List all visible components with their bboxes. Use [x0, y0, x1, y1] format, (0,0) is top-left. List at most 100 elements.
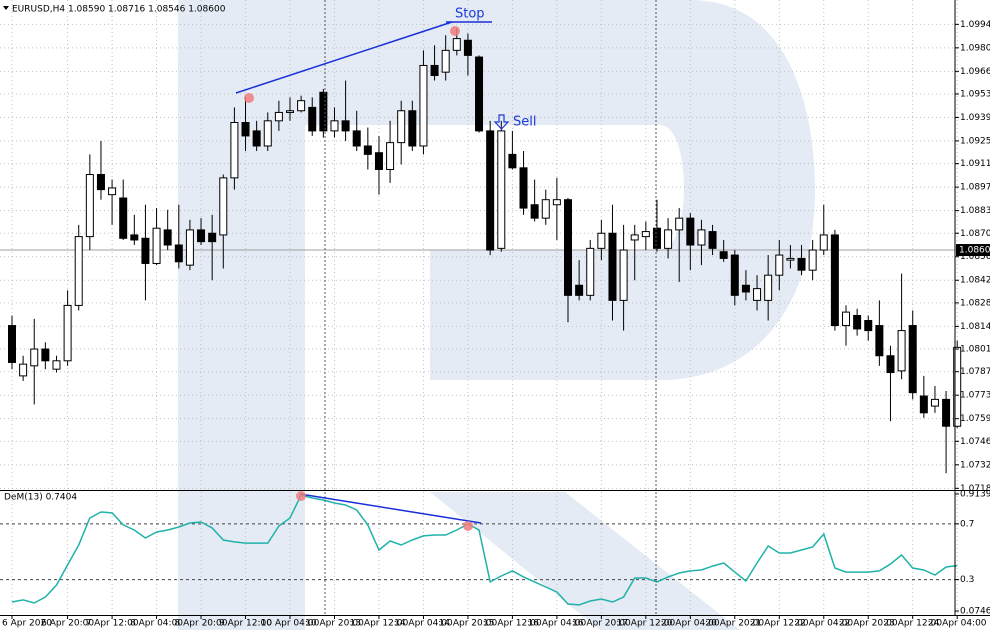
candle-body — [664, 229, 673, 249]
y-tick-label: 1.08835 — [960, 206, 990, 216]
candle-body — [163, 229, 172, 246]
candle-body — [341, 120, 350, 132]
candle-body — [586, 247, 595, 296]
x-tick-label: 20 Apr 04:00 — [661, 619, 720, 629]
candle-body — [185, 229, 194, 266]
x-tick-label: 9 Apr 12:00 — [219, 619, 272, 629]
candle-body — [363, 145, 372, 155]
y-tick-label: 1.08010 — [960, 345, 990, 355]
signal-dot — [450, 26, 460, 36]
candle-body — [875, 325, 884, 357]
y-tick-label: 0.3 — [960, 575, 974, 585]
x-tick-label: 20 Apr 20:00 — [705, 619, 764, 629]
y-tick-label: 1.09250 — [960, 136, 990, 146]
y-tick-label: 1.08285 — [960, 298, 990, 308]
candle-body — [352, 130, 361, 147]
x-tick-label: 10 Apr 04:00 — [261, 619, 320, 629]
candle-body — [608, 232, 617, 301]
watermark — [178, 0, 815, 630]
candle-body — [719, 251, 728, 259]
candle-body — [942, 398, 951, 427]
candle-body — [753, 288, 762, 301]
y-tick-label: 1.09530 — [960, 89, 990, 99]
y-tick-label: 1.07595 — [960, 414, 990, 424]
candle-body — [864, 320, 873, 332]
candle-body — [219, 177, 228, 236]
candle-body — [174, 244, 183, 263]
candle-body — [130, 234, 139, 241]
candle-body — [74, 236, 83, 306]
current-price-box — [956, 244, 990, 257]
y-tick-label: 0.9139 — [960, 490, 990, 500]
x-tick-label: 8 Apr 20:00 — [175, 619, 228, 629]
candle-body — [63, 304, 72, 362]
candle-body — [786, 257, 795, 261]
x-tick-label: 8 Apr 04:00 — [130, 619, 183, 629]
candle-body — [141, 237, 150, 264]
candle-body — [152, 227, 161, 264]
candle-body — [708, 231, 717, 249]
watermark-bowl — [305, 0, 815, 380]
candle-body — [119, 197, 128, 239]
candle-body — [564, 199, 572, 296]
candle-body — [96, 174, 105, 191]
candle-body — [508, 153, 517, 169]
candle-body — [274, 111, 283, 122]
y-tick-label: 1.09665 — [960, 67, 990, 77]
x-tick-label: 22 Apr 04:00 — [794, 619, 853, 629]
sell-label: Sell — [513, 115, 536, 130]
x-tick-label: 6 Apr 2020 — [2, 619, 52, 629]
watermark-stem — [178, 0, 305, 630]
x-tick-label: 13 Apr 12:00 — [350, 619, 409, 629]
y-tick-label: 0.7 — [960, 519, 974, 529]
candle-body — [764, 274, 773, 301]
candle-body — [430, 64, 439, 77]
candle-body — [330, 120, 339, 132]
candle-body — [519, 167, 528, 209]
candle-body — [252, 130, 261, 147]
candle-body — [619, 249, 628, 301]
candle-body — [308, 106, 317, 132]
candle-body — [441, 49, 450, 73]
signal-dot — [296, 491, 306, 501]
candle-body — [741, 284, 750, 293]
candle-body — [652, 227, 661, 249]
candle-body — [897, 330, 906, 372]
candle-body — [842, 311, 850, 327]
x-tick-label: 23 Apr 12:00 — [883, 619, 942, 629]
y-tick-label: 1.09115 — [960, 159, 990, 169]
candle-body — [886, 355, 895, 374]
candle-body — [697, 229, 706, 246]
x-tick-label: 15 Apr 12:00 — [483, 619, 542, 629]
candle-body — [630, 234, 639, 241]
candle-body — [19, 363, 28, 377]
candle-body — [830, 234, 839, 327]
current-price-label: 1.08600 — [959, 246, 990, 256]
trend-line — [235, 21, 453, 94]
candle-body — [286, 110, 294, 113]
y-tick-label: 1.07320 — [960, 460, 990, 470]
y-tick-label: 0.0746 — [960, 607, 990, 617]
y-tick-label: 1.08700 — [960, 229, 990, 239]
candle-body — [686, 217, 695, 246]
candle-body — [541, 199, 550, 219]
candle-body — [108, 187, 117, 196]
watermark-leg — [430, 492, 740, 630]
candle-body — [463, 39, 472, 56]
y-tick-label: 1.08145 — [960, 322, 990, 332]
trend-line — [299, 493, 482, 524]
menu-triangle — [3, 6, 9, 10]
candle-body — [953, 346, 962, 427]
candle-body — [797, 257, 806, 271]
candle-body — [497, 130, 506, 249]
candle-body — [675, 217, 684, 231]
candle-body — [30, 348, 39, 367]
candle-body — [853, 314, 862, 330]
indicator-line — [11, 494, 958, 606]
candle-body — [475, 56, 484, 132]
candle-body — [85, 174, 94, 238]
x-tick-label: 6 Apr 20:00 — [41, 619, 94, 629]
candle-body — [819, 234, 828, 251]
y-tick-label: 1.07735 — [960, 391, 990, 401]
